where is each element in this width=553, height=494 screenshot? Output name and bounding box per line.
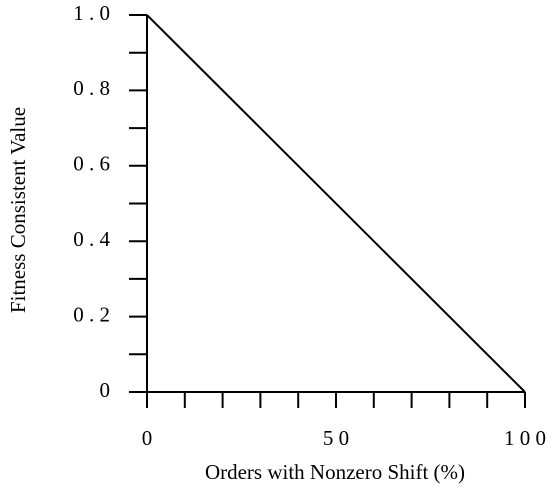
- y-tick-label: 0 . 4: [73, 227, 110, 251]
- y-tick-label: 0 . 2: [73, 302, 110, 326]
- y-axis-label: Fitness Consistent Value: [6, 107, 30, 313]
- y-tick-label: 0: [100, 378, 111, 402]
- x-axis-label: Orders with Nonzero Shift (%): [205, 460, 465, 484]
- x-tick-label: 1 0 0: [504, 426, 546, 450]
- y-tick-label: 0 . 8: [73, 76, 110, 100]
- x-tick-label: 5 0: [323, 426, 349, 450]
- y-tick-label: 1 . 0: [73, 1, 110, 25]
- x-tick-label: 0: [142, 426, 153, 450]
- y-tick-label: 0 . 6: [73, 152, 110, 176]
- data-line: [146, 14, 526, 393]
